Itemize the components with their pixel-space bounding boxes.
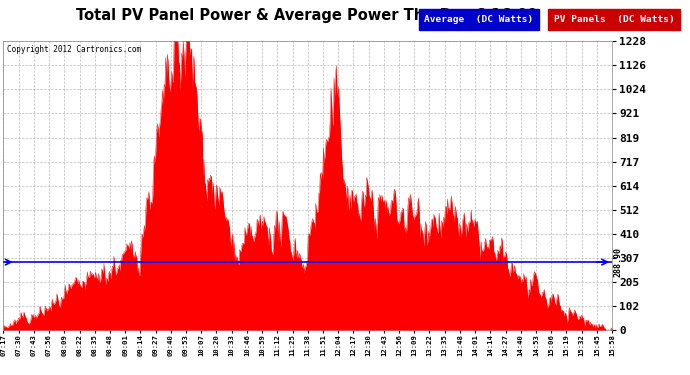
Text: 288.90: 288.90 (0, 247, 2, 277)
Text: PV Panels  (DC Watts): PV Panels (DC Watts) (554, 15, 675, 24)
Text: Average  (DC Watts): Average (DC Watts) (424, 15, 533, 24)
Text: Copyright 2012 Cartronics.com: Copyright 2012 Cartronics.com (7, 45, 141, 54)
Text: Total PV Panel Power & Average Power Thu Dec 6 16:09: Total PV Panel Power & Average Power Thu… (77, 8, 538, 23)
Text: 288.90: 288.90 (613, 247, 622, 277)
